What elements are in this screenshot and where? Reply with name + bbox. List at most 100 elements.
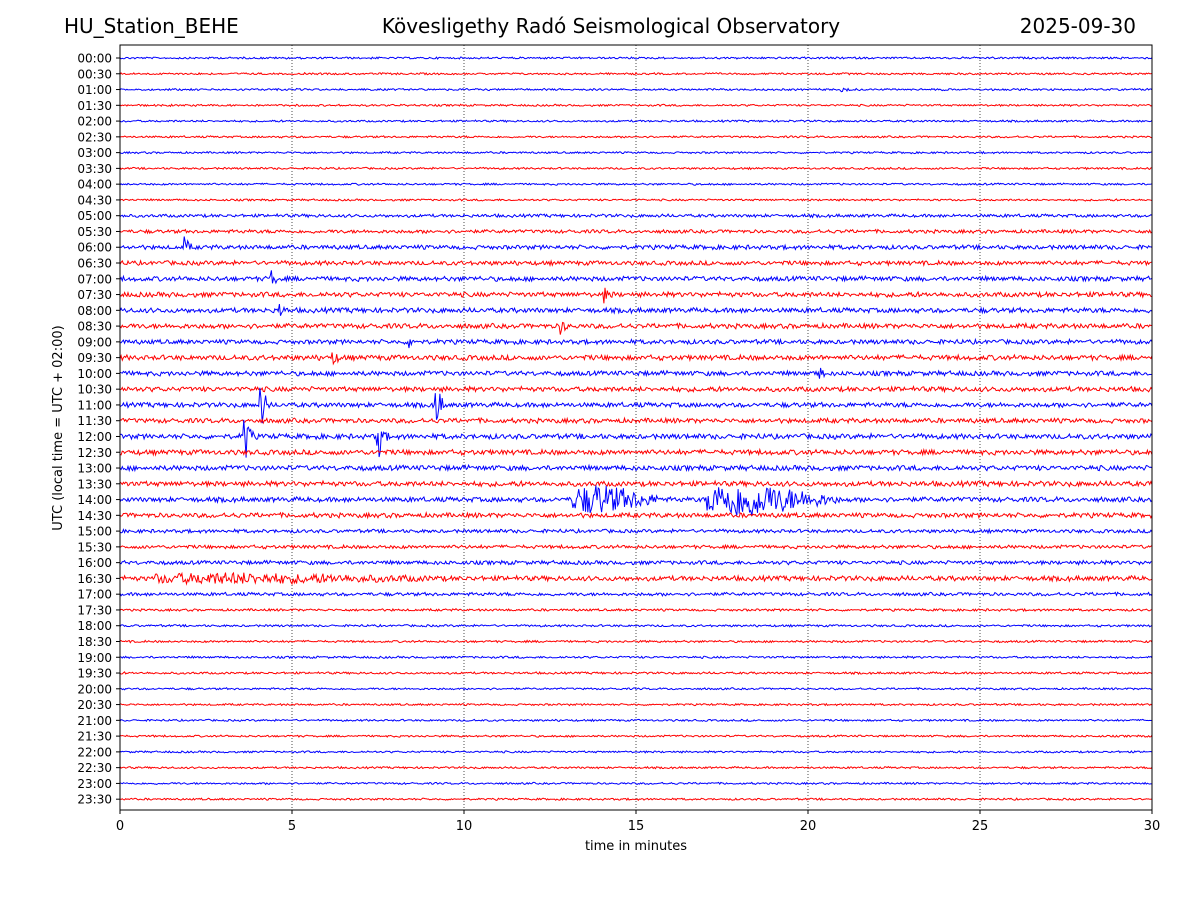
row-label-1430: 14:30 <box>77 509 112 523</box>
row-label-0730: 07:30 <box>77 288 112 302</box>
trace-1330 <box>119 479 1153 489</box>
trace-1400 <box>119 485 1153 516</box>
x-axis-label: time in minutes <box>585 839 687 854</box>
row-label-1930: 19:30 <box>77 667 112 681</box>
trace-1100 <box>119 387 1153 424</box>
trace-0400 <box>119 182 1153 187</box>
row-label-1030: 10:30 <box>77 383 112 397</box>
x-tick-label: 5 <box>288 819 296 834</box>
x-tick-label: 0 <box>116 819 124 834</box>
trace-0300 <box>119 150 1153 155</box>
row-label-0430: 04:30 <box>77 193 112 207</box>
row-label-0030: 00:30 <box>77 67 112 81</box>
row-label-0130: 01:30 <box>77 99 112 113</box>
trace-2330 <box>119 797 1153 801</box>
trace-1930 <box>119 671 1153 676</box>
row-label-0900: 09:00 <box>77 335 112 349</box>
row-label-0530: 05:30 <box>77 225 112 239</box>
trace-2100 <box>119 718 1153 723</box>
row-label-1200: 12:00 <box>77 430 112 444</box>
trace-0730 <box>119 287 1153 304</box>
trace-0800 <box>119 304 1153 316</box>
trace-1700 <box>119 591 1153 598</box>
x-tick-label: 25 <box>972 819 989 834</box>
trace-1130 <box>119 416 1153 425</box>
trace-0630 <box>119 259 1153 267</box>
y-axis-label: UTC (local time = UTC + 02:00) <box>51 325 66 530</box>
row-label-0230: 02:30 <box>77 130 112 144</box>
row-label-2100: 21:00 <box>77 714 112 728</box>
trace-1430 <box>119 511 1153 520</box>
row-label-0330: 03:30 <box>77 162 112 176</box>
station-name: HU_Station_BEHE <box>64 14 239 38</box>
trace-1830 <box>119 639 1153 644</box>
row-label-0930: 09:30 <box>77 351 112 365</box>
trace-0600 <box>119 236 1153 252</box>
trace-1600 <box>119 559 1152 566</box>
row-label-2030: 20:30 <box>77 698 112 712</box>
x-tick-label: 30 <box>1144 819 1161 834</box>
row-label-0630: 06:30 <box>77 257 112 271</box>
row-label-0100: 01:00 <box>77 83 112 97</box>
row-label-1100: 11:00 <box>77 398 112 412</box>
trace-0000 <box>119 56 1153 60</box>
x-tick-label: 20 <box>800 819 817 834</box>
row-label-0830: 08:30 <box>77 320 112 334</box>
trace-0200 <box>119 119 1153 123</box>
vertical-gridlines <box>291 45 981 810</box>
row-label-1700: 17:00 <box>77 588 112 602</box>
trace-0230 <box>119 135 1153 139</box>
row-label-1900: 19:00 <box>77 651 112 665</box>
seismic-traces <box>119 56 1153 801</box>
x-tick-label: 10 <box>456 819 473 834</box>
row-label-1800: 18:00 <box>77 619 112 633</box>
trace-1000 <box>119 367 1153 379</box>
row-label-1000: 10:00 <box>77 367 112 381</box>
trace-1900 <box>119 655 1153 660</box>
trace-1300 <box>119 463 1153 473</box>
trace-1800 <box>119 623 1153 628</box>
trace-1630 <box>119 571 1153 586</box>
row-label-0800: 08:00 <box>77 304 112 318</box>
trace-0430 <box>119 198 1153 202</box>
trace-0330 <box>119 166 1152 171</box>
trace-0530 <box>119 228 1153 235</box>
row-label-2300: 23:00 <box>77 777 112 791</box>
trace-2200 <box>119 750 1153 754</box>
trace-0700 <box>119 270 1153 285</box>
trace-1200 <box>119 419 1153 458</box>
row-label-0300: 03:00 <box>77 146 112 160</box>
row-label-0200: 02:00 <box>77 115 112 129</box>
row-label-1730: 17:30 <box>77 603 112 617</box>
row-label-1400: 14:00 <box>77 493 112 507</box>
trace-1030 <box>119 384 1153 394</box>
row-label-1600: 16:00 <box>77 556 112 570</box>
trace-2230 <box>119 765 1153 770</box>
row-label-2130: 21:30 <box>77 730 112 744</box>
row-label-2230: 22:30 <box>77 761 112 775</box>
trace-0130 <box>119 103 1153 108</box>
row-label-1830: 18:30 <box>77 635 112 649</box>
trace-1230 <box>119 447 1153 457</box>
row-label-2330: 23:30 <box>77 793 112 807</box>
row-label-1630: 16:30 <box>77 572 112 586</box>
trace-0830 <box>119 321 1153 335</box>
row-label-0000: 00:00 <box>77 52 112 66</box>
row-label-1230: 12:30 <box>77 446 112 460</box>
x-tick-label: 15 <box>628 819 645 834</box>
x-tick-labels: 0 5 10 15 20 25 30 <box>116 810 1160 834</box>
observatory-title: Kövesligethy Radó Seismological Observat… <box>381 14 841 38</box>
trace-1500 <box>119 527 1153 535</box>
trace-2300 <box>119 781 1153 786</box>
trace-0500 <box>119 212 1153 219</box>
trace-2130 <box>119 734 1153 738</box>
trace-0930 <box>119 352 1153 366</box>
row-label-1500: 15:00 <box>77 525 112 539</box>
row-label-2000: 20:00 <box>77 682 112 696</box>
trace-2030 <box>119 702 1153 707</box>
record-date: 2025-09-30 <box>1019 14 1136 38</box>
row-label-1330: 13:30 <box>77 477 112 491</box>
trace-0900 <box>120 337 1153 349</box>
row-label-0600: 06:00 <box>77 241 112 255</box>
